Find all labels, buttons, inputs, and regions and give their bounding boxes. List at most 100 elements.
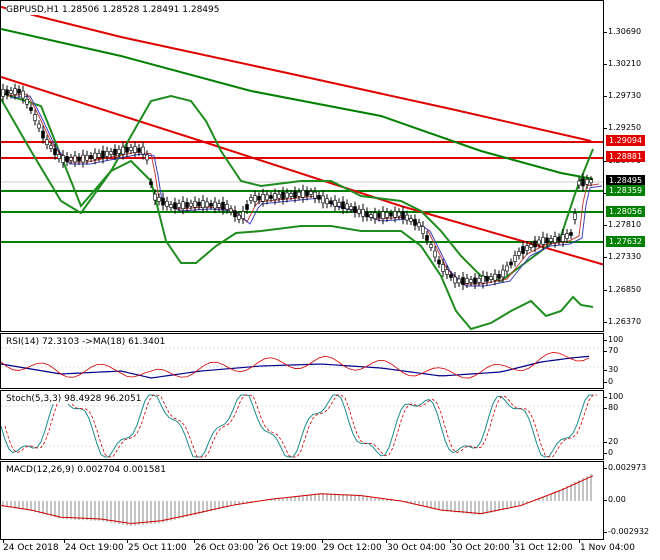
- time-label: 31 Oct 12:00: [514, 543, 573, 553]
- candle-body: [541, 237, 545, 245]
- candle-body: [493, 273, 497, 281]
- price-tick: 1.26370: [603, 317, 642, 326]
- candle-body: [61, 155, 65, 163]
- candle-body: [89, 155, 93, 159]
- candle-body: [273, 193, 277, 200]
- candle-body: [13, 88, 17, 95]
- candle-body: [553, 236, 557, 243]
- candle-body: [37, 123, 41, 129]
- candle-body: [217, 203, 221, 208]
- candle-body: [461, 277, 465, 285]
- candle-body: [397, 211, 401, 217]
- candle-body: [97, 153, 101, 158]
- candle-body: [357, 208, 361, 214]
- candle-body: [189, 202, 193, 207]
- price-tick: 1.30690: [603, 27, 642, 36]
- candle-body: [581, 178, 585, 187]
- candle-body: [445, 269, 449, 275]
- candle-body: [417, 222, 421, 228]
- candle-body: [481, 275, 485, 284]
- price-chart-canvas: [1, 6, 603, 331]
- candle-body: [137, 147, 141, 153]
- candle-body: [317, 194, 321, 200]
- candle-body: [381, 211, 385, 219]
- candle-body: [373, 212, 377, 220]
- candle-body: [265, 194, 269, 201]
- candle-body: [229, 208, 233, 213]
- candle-body: [289, 193, 293, 197]
- candle-body: [305, 190, 309, 197]
- current-price-label: 1.28495: [606, 175, 646, 186]
- candle-body: [301, 190, 305, 198]
- price-tick: 1.27330: [603, 252, 642, 261]
- candle-body: [497, 274, 501, 279]
- rsi-pane[interactable]: RSI(14) 72.3103 ->MA(18) 61.3401: [0, 333, 604, 389]
- candle-body: [209, 203, 213, 207]
- candle-body: [429, 244, 433, 248]
- candle-body: [457, 278, 461, 284]
- stochastic-pane[interactable]: Stoch(5,3,3) 98.4928 96.2051: [0, 390, 604, 460]
- candle-body: [401, 211, 405, 219]
- candle-body: [25, 99, 29, 105]
- support-level-label: 1.27632: [606, 236, 646, 247]
- candle-body: [69, 157, 73, 161]
- candle-body: [205, 201, 209, 208]
- stochastic-axis: 100 80 20 0: [603, 390, 660, 460]
- candle-body: [125, 147, 129, 153]
- macd-tick: -0.002932: [603, 527, 650, 536]
- candle-body: [577, 180, 581, 186]
- rsi-line: [1, 352, 590, 379]
- candle-body: [521, 246, 525, 254]
- candle-body: [365, 211, 369, 218]
- candle-body: [421, 226, 425, 234]
- candle-body: [293, 191, 297, 198]
- candle-body: [1, 89, 5, 97]
- candle-body: [517, 251, 521, 256]
- candle-body: [269, 195, 273, 199]
- price-tick: 1.26850: [603, 285, 642, 294]
- time-label: 30 Oct 04:00: [387, 543, 446, 553]
- candle-body: [525, 245, 529, 251]
- candle-body: [297, 191, 301, 197]
- candle-body: [65, 156, 69, 162]
- candle-body: [245, 204, 249, 210]
- candle-body: [141, 146, 145, 155]
- candle-body: [433, 250, 437, 258]
- candle-body: [565, 233, 569, 239]
- candle-body: [181, 201, 185, 209]
- candle-body: [5, 89, 9, 96]
- candle-body: [281, 192, 285, 200]
- candle-body: [333, 199, 337, 207]
- time-label: 26 Oct 19:00: [258, 543, 317, 553]
- rsi-tick: 100: [603, 335, 624, 344]
- candle-body: [133, 146, 137, 153]
- candle-body: [221, 201, 225, 210]
- resistance-level-label: 1.28881: [606, 151, 646, 162]
- candle-body: [109, 151, 113, 155]
- candle-body: [465, 278, 469, 284]
- rsi-tick: 30: [603, 365, 619, 374]
- macd-pane[interactable]: MACD(12,26,9) 0.002704 0.001581: [0, 461, 604, 540]
- candle-body: [249, 197, 253, 201]
- price-chart-pane[interactable]: GBPUSD,H1 1.28506 1.28528 1.28491 1.2849…: [0, 0, 604, 332]
- candle-body: [393, 211, 397, 218]
- candle-body: [45, 139, 49, 145]
- candle-body: [177, 203, 181, 208]
- candle-body: [129, 147, 133, 151]
- candle-body: [501, 269, 505, 278]
- macd-signal-line: [1, 475, 594, 524]
- price-tick: 1.29730: [603, 91, 642, 100]
- candle-body: [49, 145, 53, 149]
- candle-body: [237, 214, 241, 220]
- stochastic-main-line: [1, 394, 593, 458]
- macd-canvas: [1, 474, 594, 526]
- candle-body: [533, 240, 537, 248]
- trendline-upper: [1, 6, 592, 142]
- candle-body: [145, 154, 149, 161]
- candle-body: [17, 88, 21, 94]
- candle-body: [149, 181, 153, 185]
- rsi-signal-line: [1, 355, 590, 379]
- candle-body: [57, 154, 61, 159]
- candle-body: [313, 191, 317, 199]
- price-tick: 1.27810: [603, 220, 642, 229]
